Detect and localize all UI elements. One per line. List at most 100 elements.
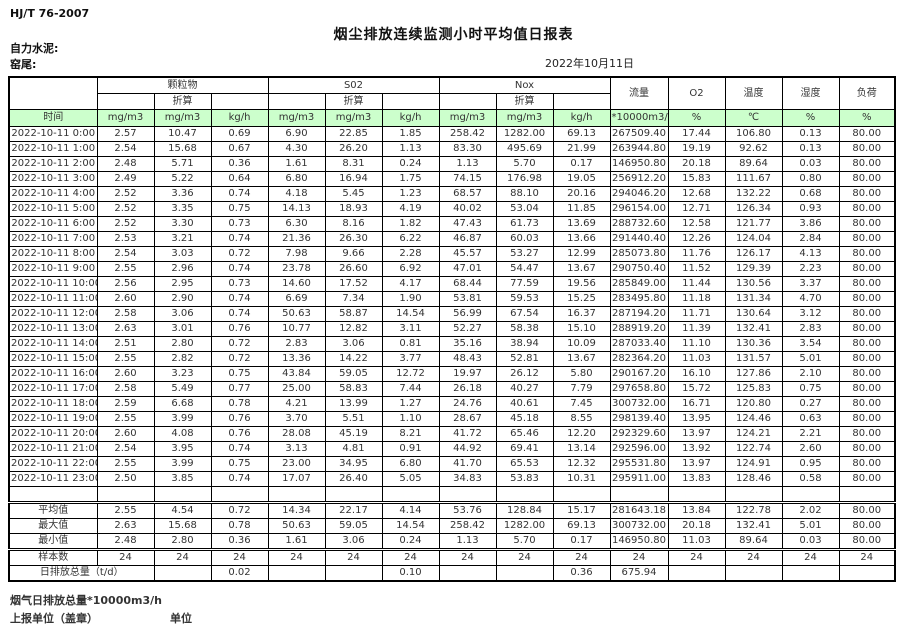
value-cell: 23.00 — [267, 456, 326, 472]
value-cell: 5.80 — [552, 366, 611, 382]
value-cell: 2.82 — [153, 351, 212, 367]
header-row-zhesuan: 折算 折算 折算 — [9, 93, 895, 110]
company-name: 自力水泥: — [10, 42, 59, 55]
value-cell: 2.57 — [96, 126, 155, 142]
table-row: 2022-10-11 17:00 2.58 5.49 0.77 25.00 58.83 7.… — [8, 381, 896, 397]
value-cell: 0.13 — [781, 126, 840, 142]
value-cell: 2.60 — [96, 366, 155, 382]
value-cell: 2.60 — [96, 426, 155, 442]
header-humidity: 湿度 — [781, 76, 840, 110]
value-cell: 7.34 — [324, 291, 383, 307]
value-cell: 14.22 — [324, 351, 383, 367]
value-cell: 11.44 — [667, 276, 726, 292]
value-cell: 12.99 — [552, 246, 611, 262]
value-cell: 124.46 — [724, 411, 783, 427]
value-cell: 0.78 — [210, 396, 269, 412]
time-cell: 2022-10-11 13:00 — [8, 321, 98, 337]
table-row: 2022-10-11 8:00 2.54 3.03 0.72 7.98 9.66 2.28 4… — [8, 246, 896, 262]
value-cell: 2.28 — [381, 246, 440, 262]
value-cell: 80.00 — [838, 216, 896, 232]
value-cell: 3.01 — [153, 321, 212, 337]
value-cell: 256912.20 — [609, 171, 669, 187]
value-cell: 2.21 — [781, 426, 840, 442]
value-cell: 0.73 — [210, 276, 269, 292]
value-cell: 80.00 — [838, 518, 896, 534]
value-cell: 4.81 — [324, 441, 383, 457]
value-cell: 2.80 — [153, 533, 212, 550]
header-temperature: 温度 — [724, 76, 783, 110]
value-cell: 16.71 — [667, 396, 726, 412]
header-row-groups: 颗粒物 S02 Nox 流量 O2 温度 湿度 负荷 — [8, 76, 896, 110]
value-cell: 60.03 — [495, 231, 554, 247]
value-cell: 282364.20 — [609, 351, 669, 367]
value-cell: 290750.40 — [609, 261, 669, 277]
value-cell: 291440.40 — [609, 231, 669, 247]
value-cell: 68.57 — [438, 186, 497, 202]
value-cell — [838, 565, 896, 582]
unit-cell: kg/h — [381, 109, 440, 127]
value-cell: 2.60 — [96, 291, 155, 307]
value-cell: 4.08 — [153, 426, 212, 442]
value-cell: 80.00 — [838, 321, 896, 337]
value-cell: 20.16 — [552, 186, 611, 202]
value-cell: 258.42 — [438, 518, 497, 534]
value-cell: 0.74 — [210, 291, 269, 307]
empty-cell — [8, 486, 98, 503]
value-cell: 15.68 — [153, 518, 212, 534]
value-cell: 3.23 — [153, 366, 212, 382]
value-cell: 46.87 — [438, 231, 497, 247]
value-cell: 80.00 — [838, 276, 896, 292]
value-cell: 258.42 — [438, 126, 497, 142]
value-cell: 14.54 — [381, 518, 440, 534]
value-cell: 3.54 — [781, 336, 840, 352]
value-cell: 26.20 — [324, 141, 383, 157]
value-cell: 28.08 — [267, 426, 326, 442]
value-cell: 6.69 — [267, 291, 326, 307]
value-cell: 80.00 — [838, 533, 896, 550]
value-cell: 0.75 — [210, 366, 269, 382]
value-cell: 292596.00 — [609, 441, 669, 457]
value-cell: 53.81 — [438, 291, 497, 307]
time-cell: 2022-10-11 9:00 — [8, 261, 98, 277]
value-cell: 3.85 — [153, 471, 212, 487]
value-cell: 2.96 — [153, 261, 212, 277]
value-cell: 56.99 — [438, 306, 497, 322]
value-cell: 3.99 — [153, 456, 212, 472]
summary-label: 平均值 — [8, 501, 98, 519]
time-cell: 2022-10-11 7:00 — [8, 231, 98, 247]
unit-cell: *10000m3/h — [609, 109, 669, 127]
value-cell: 5.70 — [495, 156, 554, 172]
header-row-units: 时间 mg/m3 mg/m3 kg/h mg/m3 mg/m3 kg/h mg/… — [8, 109, 896, 127]
value-cell: 65.53 — [495, 456, 554, 472]
time-cell: 2022-10-11 14:00 — [8, 336, 98, 352]
value-cell: 11.39 — [667, 321, 726, 337]
value-cell: 1.23 — [381, 186, 440, 202]
value-cell: 2.63 — [96, 518, 155, 534]
value-cell: 0.02 — [210, 565, 269, 582]
value-cell: 10.77 — [267, 321, 326, 337]
value-cell — [324, 565, 383, 582]
value-cell: 24 — [495, 548, 554, 566]
value-cell: 11.52 — [667, 261, 726, 277]
value-cell: 7.79 — [552, 381, 611, 397]
value-cell: 34.95 — [324, 456, 383, 472]
value-cell: 0.69 — [210, 126, 269, 142]
value-cell: 3.11 — [381, 321, 440, 337]
page-title: 烟尘排放连续监测小时平均值日报表 — [333, 27, 574, 43]
header-flow: 流量 — [609, 76, 669, 110]
flow-total-note: 烟气日排放总量*10000m3/h — [10, 594, 162, 607]
value-cell: 45.18 — [495, 411, 554, 427]
value-cell: 67.54 — [495, 306, 554, 322]
value-cell: 0.76 — [210, 426, 269, 442]
value-cell: 124.21 — [724, 426, 783, 442]
value-cell: 52.27 — [438, 321, 497, 337]
unit-cell: % — [838, 109, 896, 127]
value-cell: 68.44 — [438, 276, 497, 292]
zhesuan-label-so2: 折算 — [324, 93, 383, 110]
value-cell: 1.27 — [381, 396, 440, 412]
time-cell: 2022-10-11 23:00 — [8, 471, 98, 487]
time-cell: 2022-10-11 11:00 — [8, 291, 98, 307]
group-header-pm: 颗粒物 — [96, 76, 269, 94]
value-cell: 675.94 — [609, 565, 669, 582]
value-cell: 3.30 — [153, 216, 212, 232]
